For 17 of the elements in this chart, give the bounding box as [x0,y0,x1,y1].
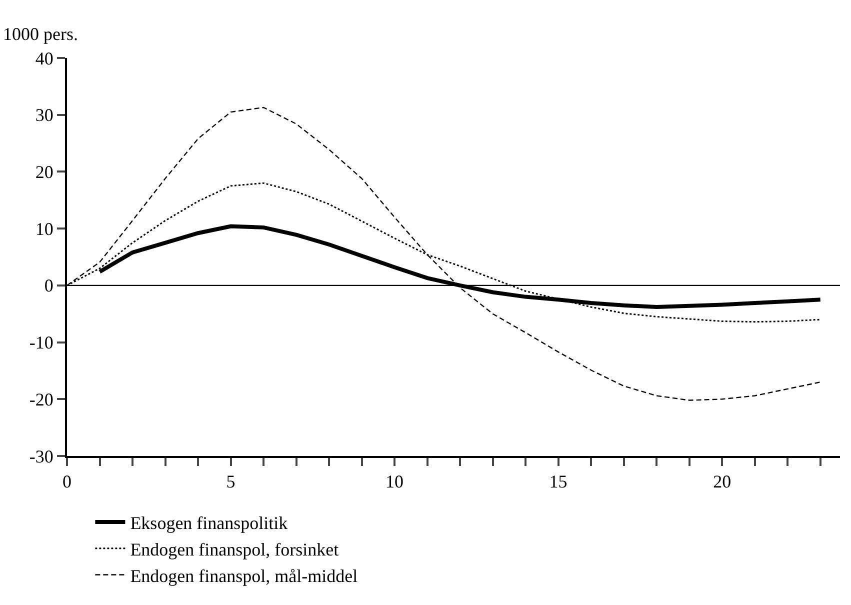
x-tick-label: 10 [386,472,404,492]
y-tick-label: 20 [35,162,54,182]
y-tick-label: 30 [35,105,54,126]
legend-label: Eksogen finanspolitik [130,512,288,533]
y-tick-label: -30 [29,446,54,466]
y-tick-label: 10 [35,218,54,239]
legend-label: Endogen finanspol, forsinket [130,539,339,560]
y-tick-label: 0 [44,276,54,296]
y-tick-label: -20 [29,389,54,410]
x-tick-label: 20 [713,472,732,492]
x-tick-label: 0 [62,472,72,492]
y-tick-label: 40 [35,48,54,68]
x-tick-label: 5 [226,472,236,492]
legend-label: Endogen finanspol, mål-middel [130,566,358,586]
x-tick-label: 15 [549,472,568,492]
y-axis-title: 1000 pers. [3,24,78,44]
y-tick-label: -10 [29,332,54,353]
